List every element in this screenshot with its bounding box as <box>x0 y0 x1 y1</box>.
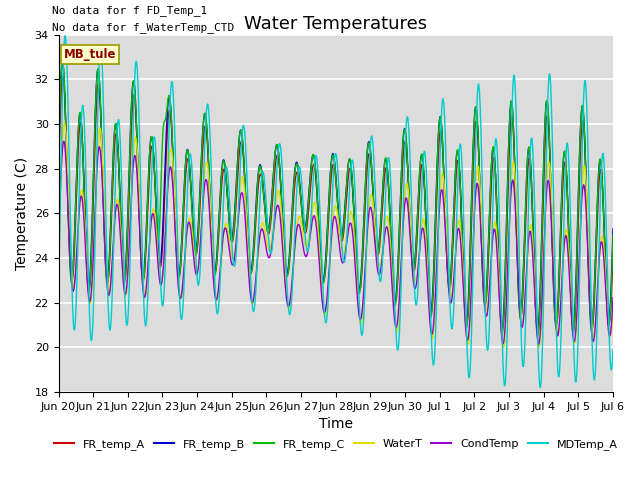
Text: MB_tule: MB_tule <box>64 48 116 61</box>
Text: No data for f FD_Temp_1: No data for f FD_Temp_1 <box>52 5 207 16</box>
Legend: FR_temp_A, FR_temp_B, FR_temp_C, WaterT, CondTemp, MDTemp_A: FR_temp_A, FR_temp_B, FR_temp_C, WaterT,… <box>50 435 622 455</box>
X-axis label: Time: Time <box>319 418 353 432</box>
Title: Water Temperatures: Water Temperatures <box>244 15 428 33</box>
Text: No data for f_WaterTemp_CTD: No data for f_WaterTemp_CTD <box>52 22 234 33</box>
Y-axis label: Temperature (C): Temperature (C) <box>15 157 29 270</box>
